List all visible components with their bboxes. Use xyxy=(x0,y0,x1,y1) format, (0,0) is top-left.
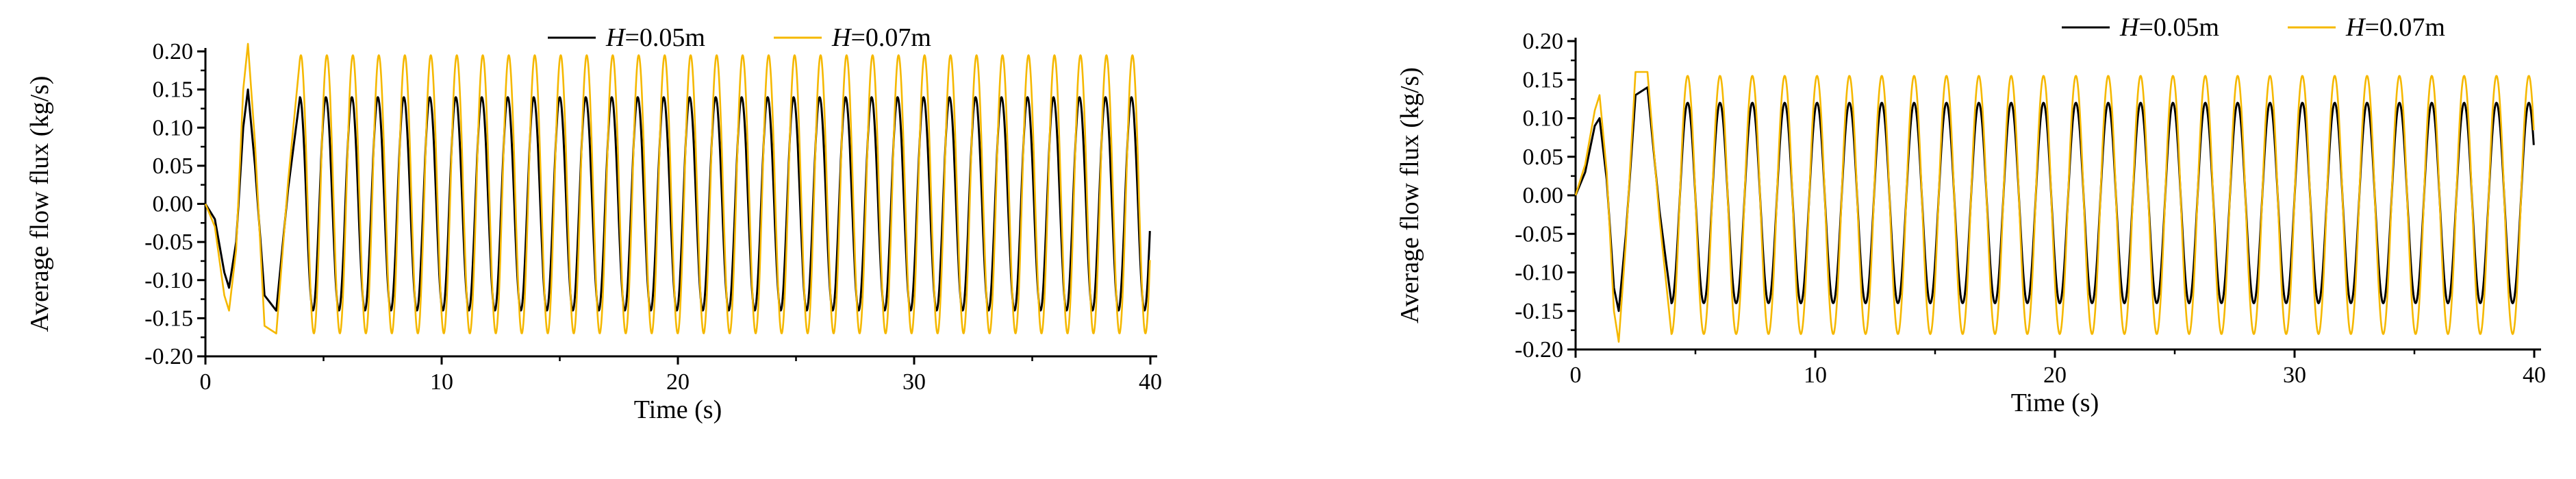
y-tick-label: 0.05 xyxy=(153,153,194,179)
chart-panel-right: 0.20 0.15 0.10 0.05 0.00 -0.05 -0.10 -0.15 -0.20… xyxy=(1288,0,2576,479)
y-tick-label: 0.10 xyxy=(153,115,194,140)
x-tick-label: 10 xyxy=(1804,363,1827,388)
y-tick-label: 0.00 xyxy=(1523,183,1564,208)
y-tick-label: 0.20 xyxy=(153,39,194,64)
y-tick-label: -0.10 xyxy=(1515,260,1563,286)
x-tick-label: 30 xyxy=(902,369,926,395)
legend-label: H=0.07m xyxy=(831,23,931,52)
y-tick-label: -0.15 xyxy=(144,306,193,331)
y-tick-label: 0.20 xyxy=(1523,29,1564,54)
y-axis-title: Average flow flux (kg/s) xyxy=(1396,67,1424,323)
x-tick-label: 40 xyxy=(2523,363,2546,388)
x-tick-label: 10 xyxy=(430,369,453,395)
y-tick-label: 0.05 xyxy=(1523,145,1564,170)
legend-label: H=0.05m xyxy=(605,23,705,52)
chart-left: 0.20 0.15 0.10 0.05 0.00 -0.05 -0.10 -0.15 -0.20… xyxy=(25,23,1162,424)
y-tick-label: -0.05 xyxy=(1515,221,1563,247)
series-line xyxy=(204,88,1151,312)
y-tick-label: -0.20 xyxy=(144,344,193,369)
series-line xyxy=(1574,71,2535,343)
y-tick-label: 0.15 xyxy=(1523,67,1564,93)
x-tick-label: 0 xyxy=(200,369,212,395)
y-tick-label: -0.15 xyxy=(1515,299,1563,324)
chart-panel-left: 0.20 0.15 0.10 0.05 0.00 -0.05 -0.10 -0.15 -0.20… xyxy=(25,23,1162,424)
series-line xyxy=(204,42,1151,334)
legend-label: H=0.05m xyxy=(2119,13,2219,42)
y-tick-label: 0.00 xyxy=(153,192,194,217)
y-tick-label: -0.05 xyxy=(144,230,193,255)
y-axis-title: Average flow flux (kg/s) xyxy=(25,76,54,332)
y-tick-label: 0.15 xyxy=(153,77,194,103)
x-axis-title: Time (s) xyxy=(2011,389,2099,417)
y-tick-label: -0.10 xyxy=(144,268,193,293)
legend-label: H=0.07m xyxy=(2345,13,2445,42)
x-tick-label: 40 xyxy=(1139,369,1162,395)
x-tick-label: 30 xyxy=(2283,363,2306,388)
x-axis-title: Time (s) xyxy=(634,395,722,424)
x-tick-label: 20 xyxy=(2043,363,2067,388)
y-tick-label: -0.20 xyxy=(1515,337,1563,363)
y-tick-label: 0.10 xyxy=(1523,106,1564,132)
x-tick-label: 20 xyxy=(666,369,690,395)
x-tick-label: 0 xyxy=(1570,363,1582,388)
chart-right: 0.20 0.15 0.10 0.05 0.00 -0.05 -0.10 -0.15 -0.20… xyxy=(1396,13,2546,417)
